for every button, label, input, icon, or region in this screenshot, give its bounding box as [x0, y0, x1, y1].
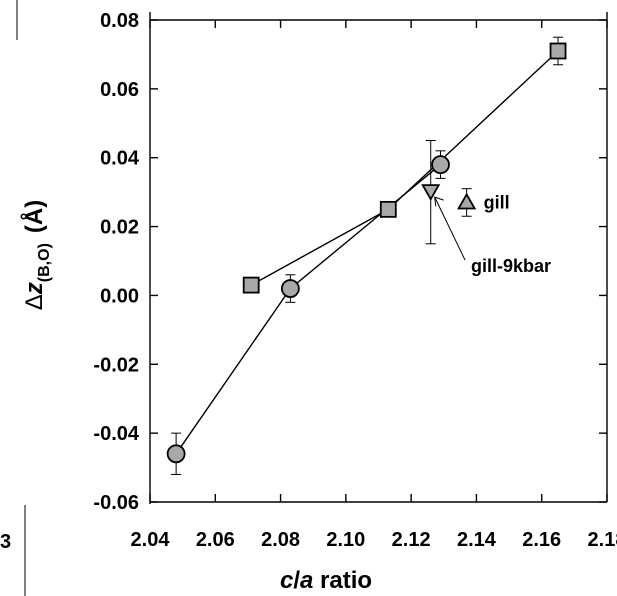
x-tick-label: 2.06 — [196, 529, 235, 551]
circle-marker — [280, 279, 300, 298]
x-tick-label: 2.08 — [261, 529, 300, 551]
x-tick-label: 2.10 — [326, 529, 365, 551]
y-tick-label: 0.08 — [100, 10, 139, 32]
y-tick-label: 0.04 — [100, 148, 140, 170]
svg-text:Δz(B,O)(Å): Δz(B,O)(Å) — [20, 200, 53, 310]
x-tick-labels: 2.04 2.06 2.08 2.10 2.12 2.14 2.16 2.18 — [131, 529, 617, 551]
series-line — [175, 164, 441, 455]
left-edge-glyph: 3 — [0, 531, 11, 553]
triangle-up-marker — [457, 192, 477, 210]
annotation-arrow — [434, 196, 466, 261]
y-tick-label: -0.02 — [93, 354, 139, 376]
square-marker — [242, 276, 260, 294]
square-marker — [549, 42, 567, 60]
y-tick-label: 0.06 — [100, 79, 139, 101]
y-axis-title: Δz(B,O)(Å) — [20, 200, 53, 310]
y-tick-label: 0.00 — [100, 285, 139, 307]
y-tick-label: 0.02 — [100, 217, 139, 239]
x-tick-label: 2.16 — [522, 529, 561, 551]
data-markers — [166, 42, 567, 464]
series-line — [250, 50, 559, 286]
plot-frame — [149, 12, 608, 504]
triangle-down-marker — [421, 184, 441, 201]
x-axis-title: c/a ratio — [280, 567, 372, 594]
y-tick-labels: -0.06 -0.04 -0.02 0.00 0.02 0.04 0.06 0.08 — [93, 10, 139, 514]
y-tick-label: -0.04 — [93, 423, 139, 445]
y-tick-label: -0.06 — [93, 492, 139, 514]
annotation-gill: gill — [484, 192, 510, 212]
circle-marker — [166, 444, 186, 464]
x-tick-label: 2.12 — [392, 529, 431, 551]
annotation-gill-9kbar: gill-9kbar — [471, 256, 551, 276]
x-tick-label: 2.04 — [131, 529, 171, 551]
axis-ticks — [149, 19, 608, 503]
annotations: gill gill-9kbar — [434, 192, 551, 276]
circle-marker — [431, 155, 450, 175]
x-tick-label: 2.18 — [588, 529, 617, 551]
square-marker — [379, 200, 397, 218]
x-tick-label: 2.14 — [457, 529, 497, 551]
annotation-arrowhead — [434, 196, 444, 207]
series-lines — [175, 50, 559, 455]
